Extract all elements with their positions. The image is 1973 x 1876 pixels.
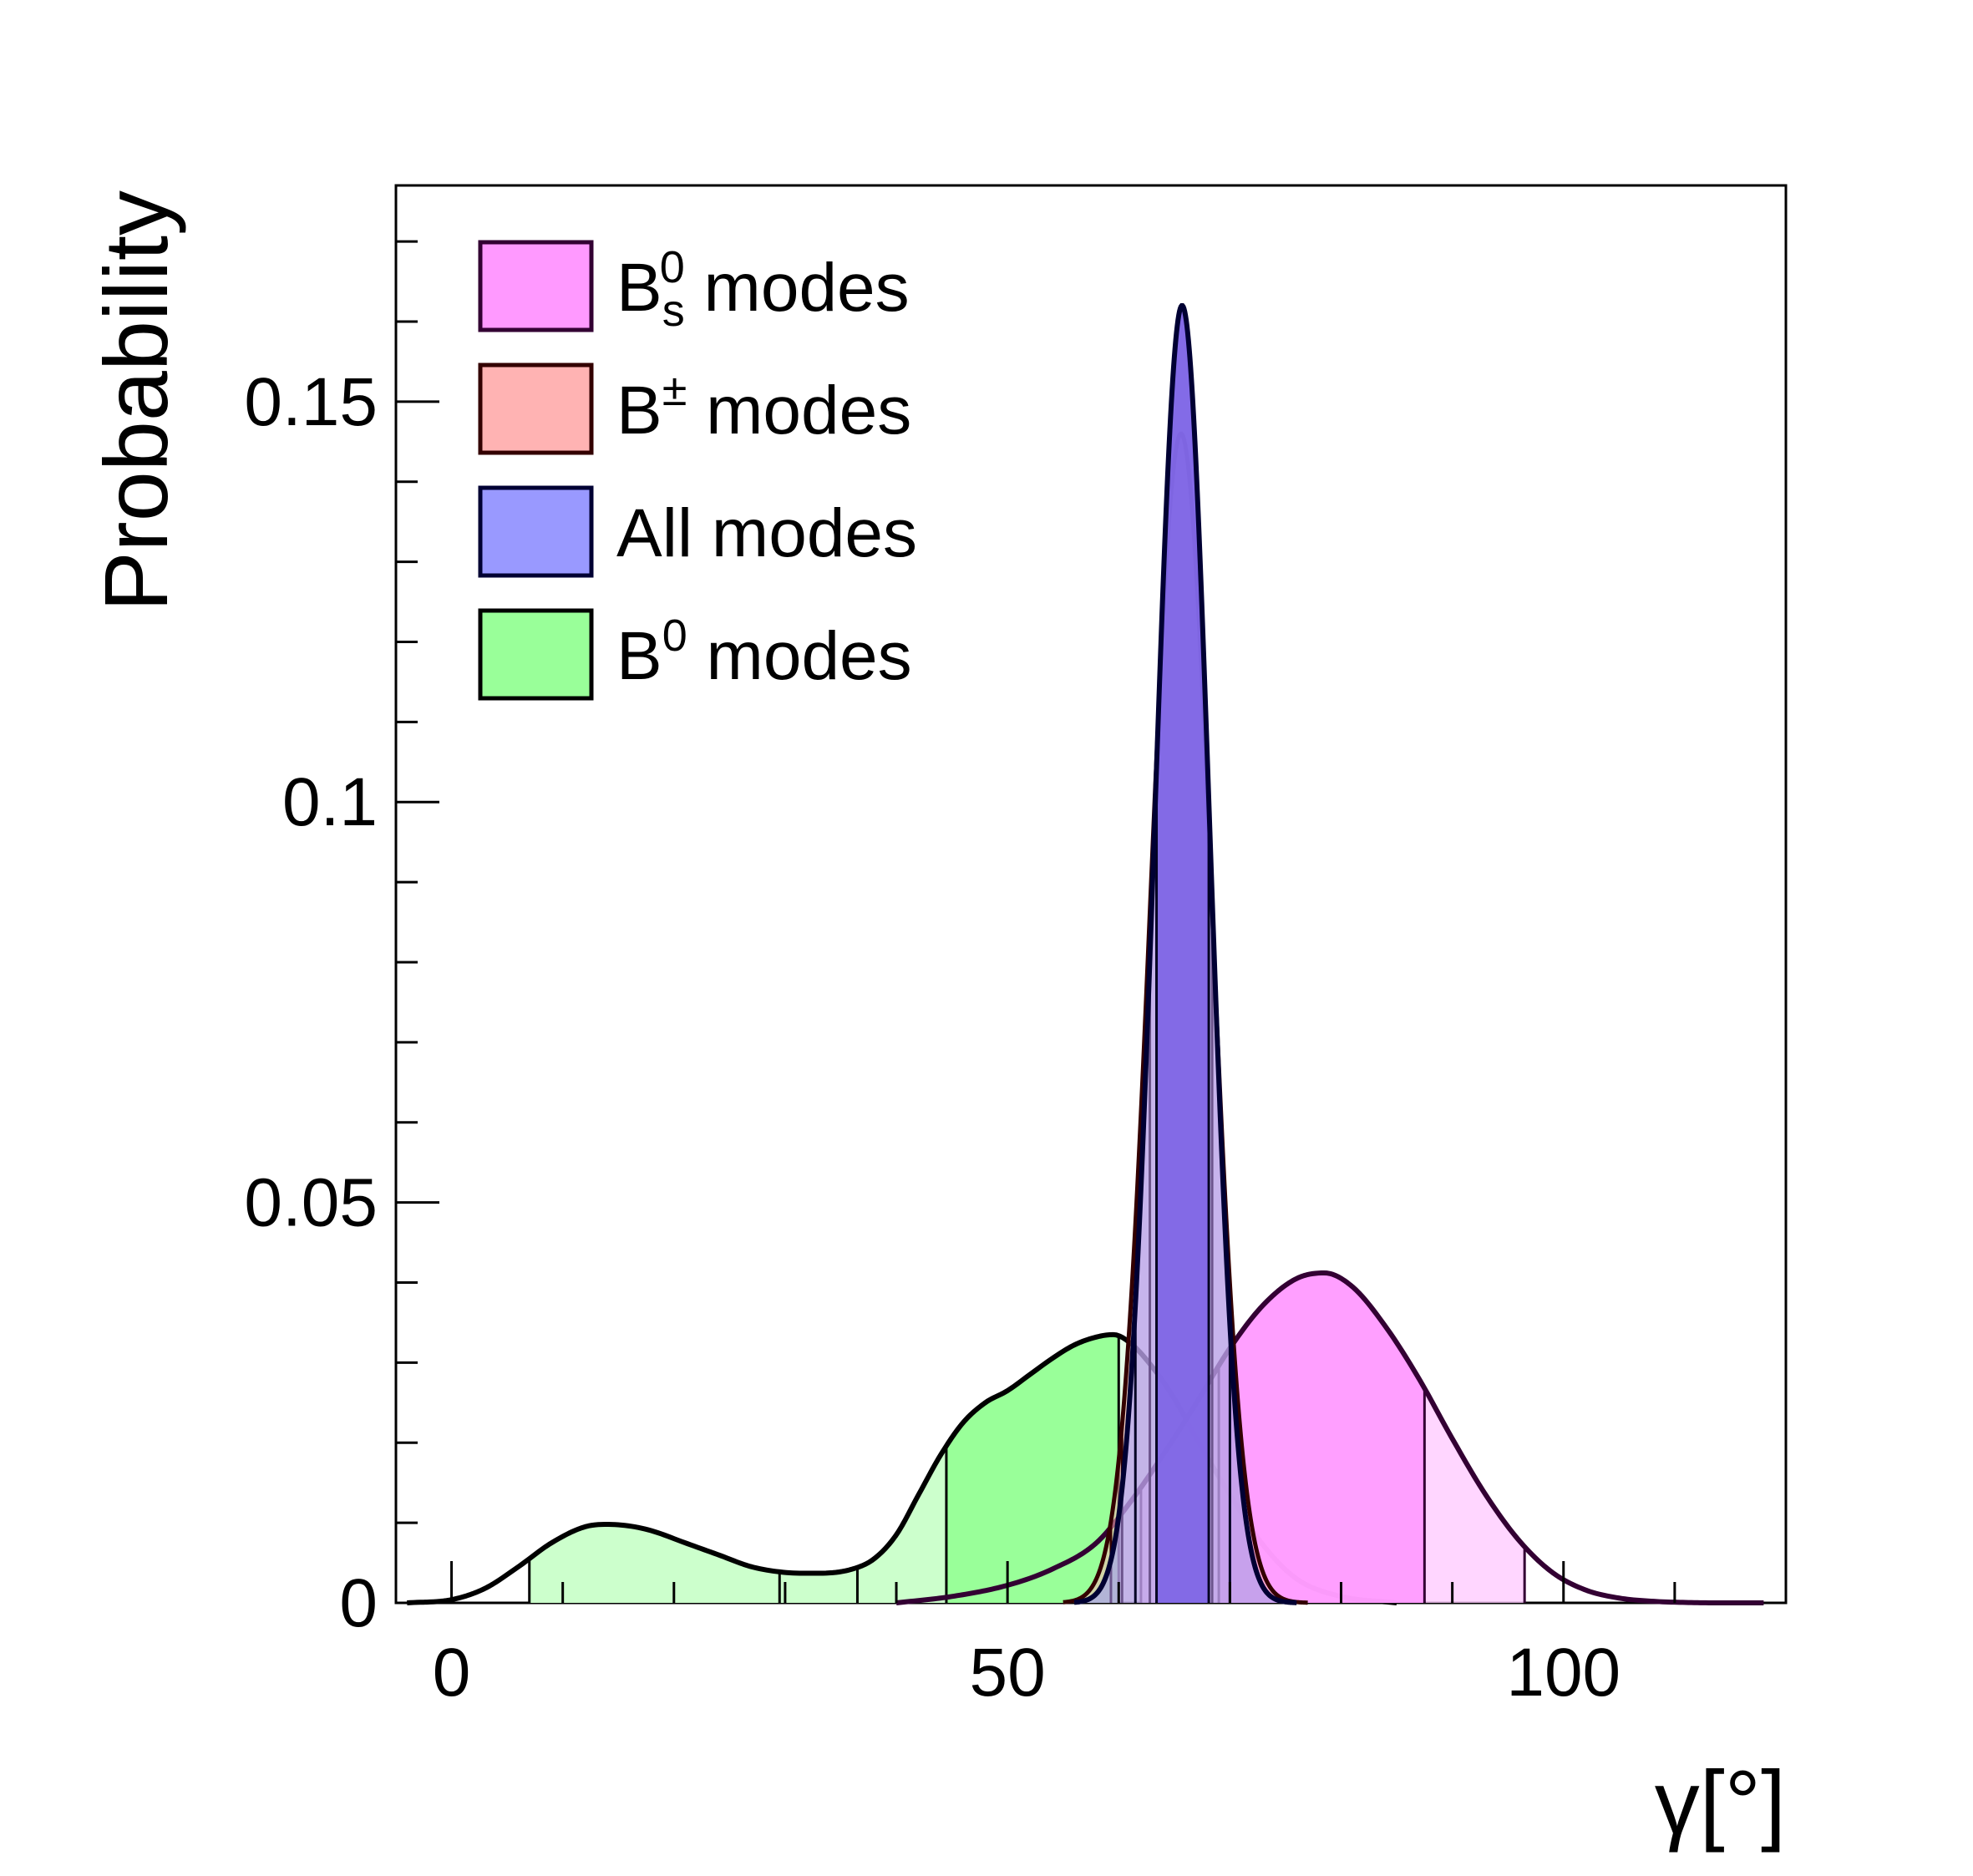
y-tick-label: 0.05 — [244, 1165, 378, 1241]
legend-swatch-bpm — [478, 363, 594, 455]
legend-label-bpm: B± modes — [616, 365, 911, 449]
bs-curve — [895, 1270, 1764, 1605]
x-tick-label: 50 — [970, 1635, 1046, 1711]
legend-label-b0: B0 modes — [616, 611, 912, 694]
legend-swatch-b0 — [478, 608, 594, 701]
y-axis-title: Probability — [85, 190, 186, 611]
y-tick-label: 0.15 — [244, 364, 378, 440]
all-area-1sigma — [1156, 305, 1210, 1603]
legend-item-all: All modes — [478, 485, 917, 578]
legend-item-bs: Bs0 modes — [478, 240, 910, 336]
x-axis-title: γ[°] — [1655, 1752, 1786, 1853]
legend-label-bs: Bs0 modes — [616, 242, 910, 336]
series-all — [1073, 302, 1297, 1605]
axis-layer: 0 0.05 0.1 0.15 0 50 100 — [244, 240, 1676, 1711]
legend-swatch-bs — [478, 240, 594, 332]
x-tick-label: 100 — [1506, 1635, 1620, 1711]
y-tick-label: 0 — [339, 1565, 378, 1641]
bs-area-1sigma — [1219, 1272, 1425, 1603]
b0-area-2sigma-low — [529, 1524, 858, 1603]
legend: Bs0 modes B± modes All modes B0 modes — [478, 240, 917, 701]
y-tick-label: 0.1 — [282, 764, 378, 840]
legend-swatch-all — [478, 485, 594, 578]
legend-item-b0: B0 modes — [478, 608, 912, 701]
legend-item-bpm: B± modes — [478, 363, 911, 455]
all-curve — [1073, 302, 1297, 1605]
legend-label-all: All modes — [616, 495, 917, 571]
series-layer — [407, 302, 1764, 1605]
x-tick-label: 0 — [433, 1635, 471, 1711]
